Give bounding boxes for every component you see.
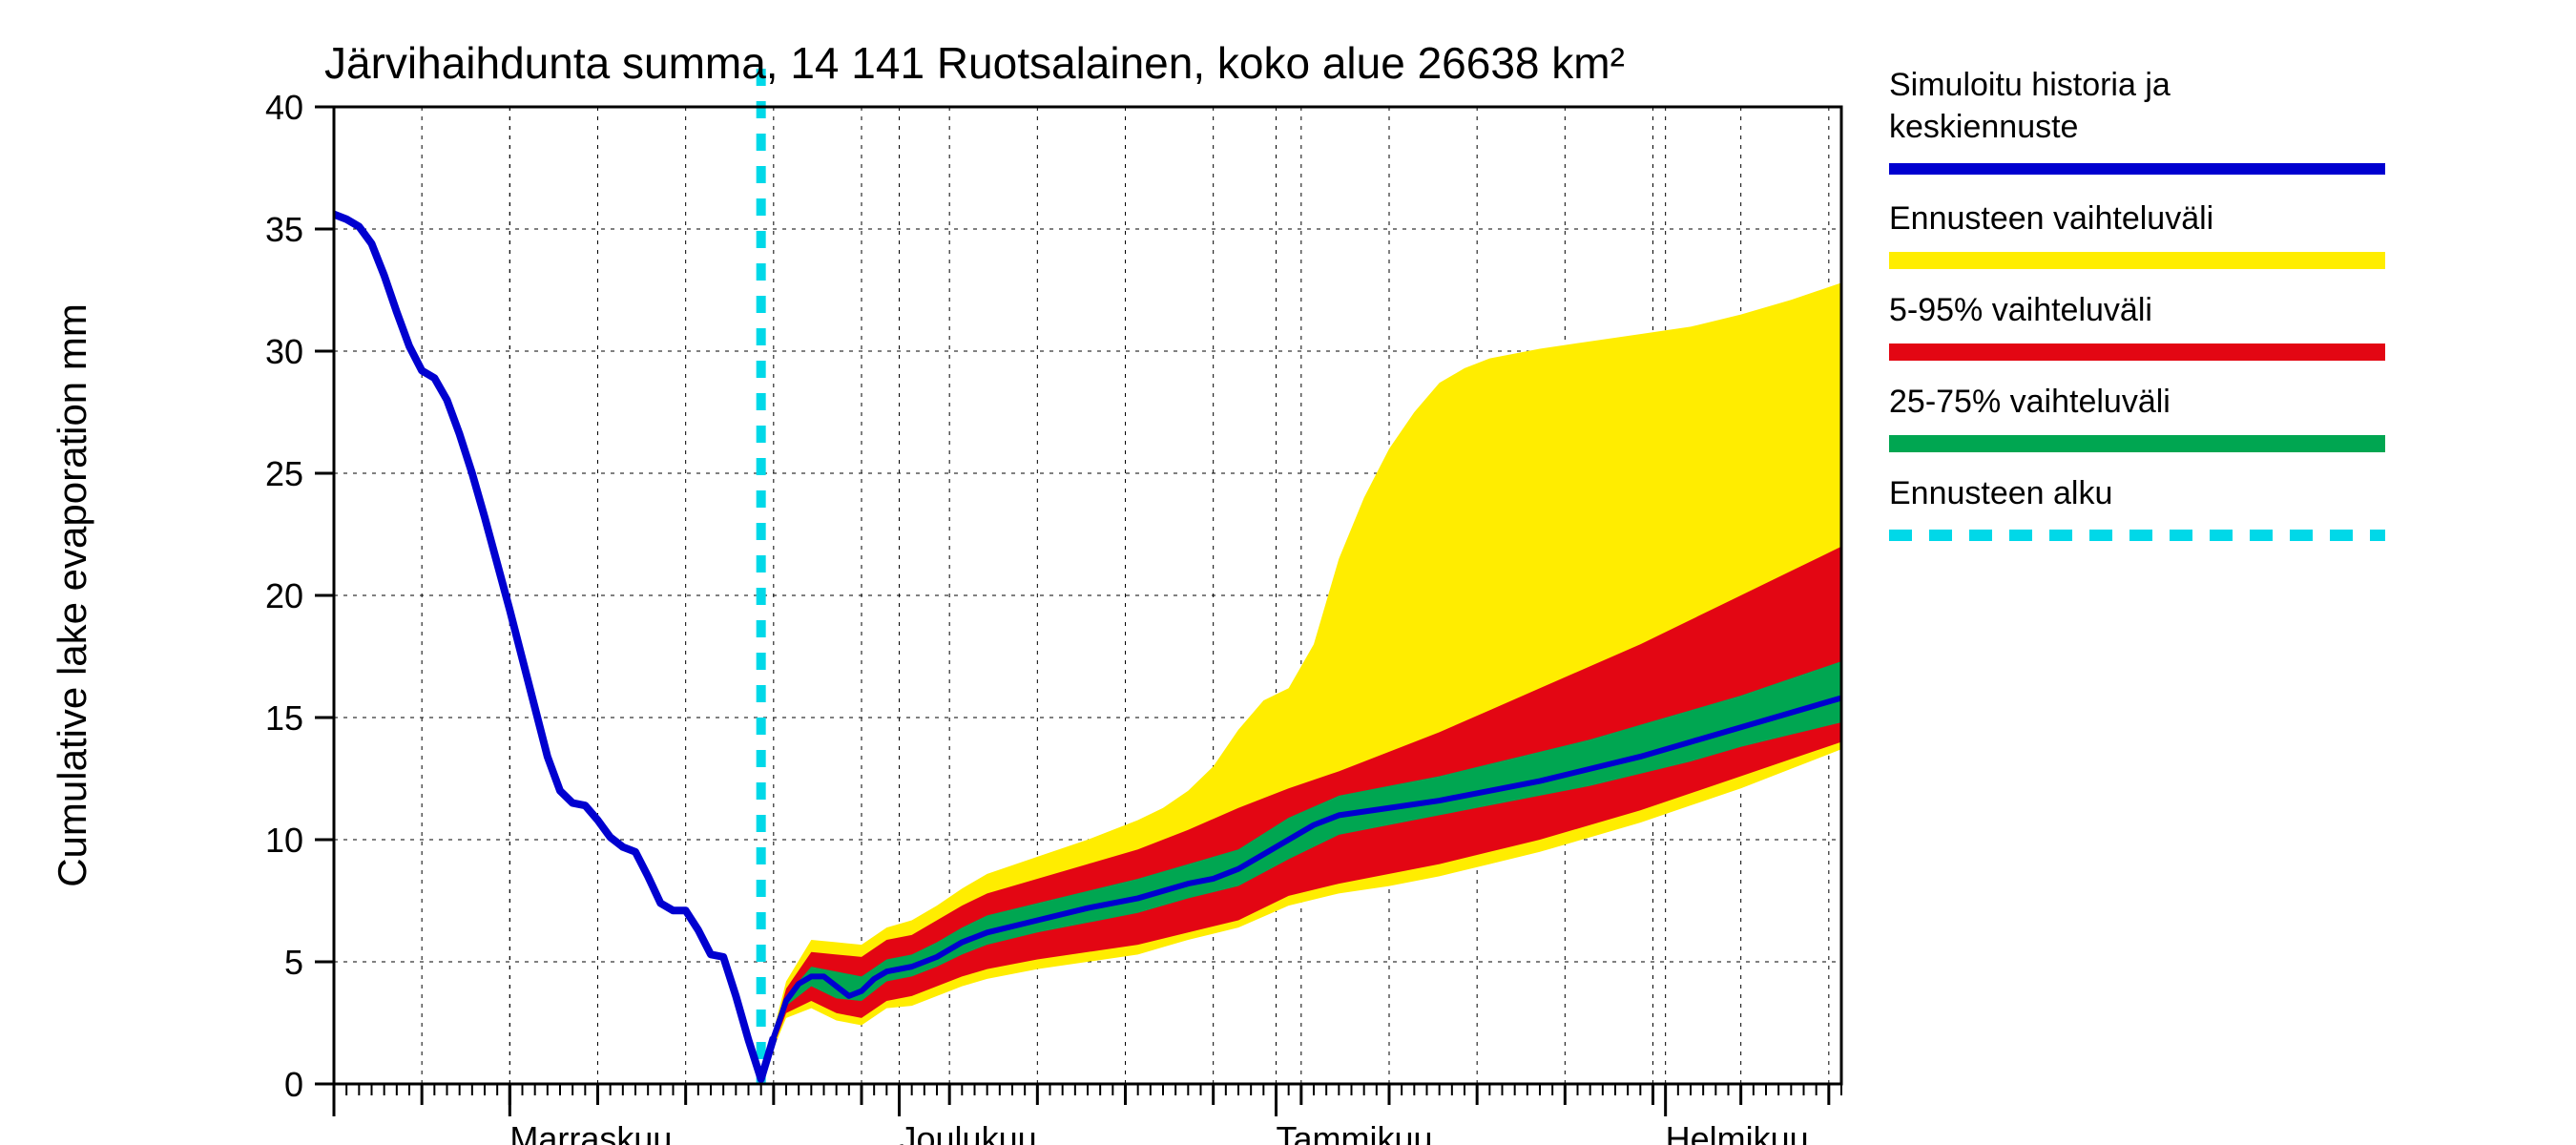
legend-swatch — [1889, 252, 2385, 269]
legend-label: keskiennuste — [1889, 109, 2078, 145]
ytick-label: 10 — [265, 821, 303, 860]
legend-swatch — [1889, 344, 2385, 361]
ytick-label: 15 — [265, 698, 303, 738]
xtick-label: Helmikuu — [1666, 1119, 1809, 1145]
ytick-label: 40 — [265, 88, 303, 127]
ytick-label: 20 — [265, 576, 303, 615]
y-axis-label: Cumulative lake evaporation mm — [50, 303, 94, 887]
chart-svg: 0510152025303540Marraskuu2024JoulukuuDec… — [0, 0, 2576, 1145]
ytick-label: 30 — [265, 332, 303, 371]
ytick-label: 35 — [265, 210, 303, 249]
ytick-label: 5 — [284, 943, 303, 982]
xtick-label: Marraskuu — [509, 1119, 672, 1145]
chart-title: Järvihaihdunta summa, 14 141 Ruotsalaine… — [324, 38, 1625, 88]
xtick-label: Tammikuu — [1277, 1119, 1433, 1145]
legend-swatch — [1889, 435, 2385, 452]
chart-container: 0510152025303540Marraskuu2024JoulukuuDec… — [0, 0, 2576, 1145]
legend-label: Ennusteen alku — [1889, 475, 2112, 511]
xtick-label: Joulukuu — [900, 1119, 1037, 1145]
legend-label: Simuloitu historia ja — [1889, 67, 2171, 103]
ytick-label: 25 — [265, 454, 303, 493]
legend-label: 25-75% vaihteluväli — [1889, 384, 2171, 420]
legend-label: 5-95% vaihteluväli — [1889, 292, 2152, 328]
legend-label: Ennusteen vaihteluväli — [1889, 200, 2213, 237]
ytick-label: 0 — [284, 1065, 303, 1104]
